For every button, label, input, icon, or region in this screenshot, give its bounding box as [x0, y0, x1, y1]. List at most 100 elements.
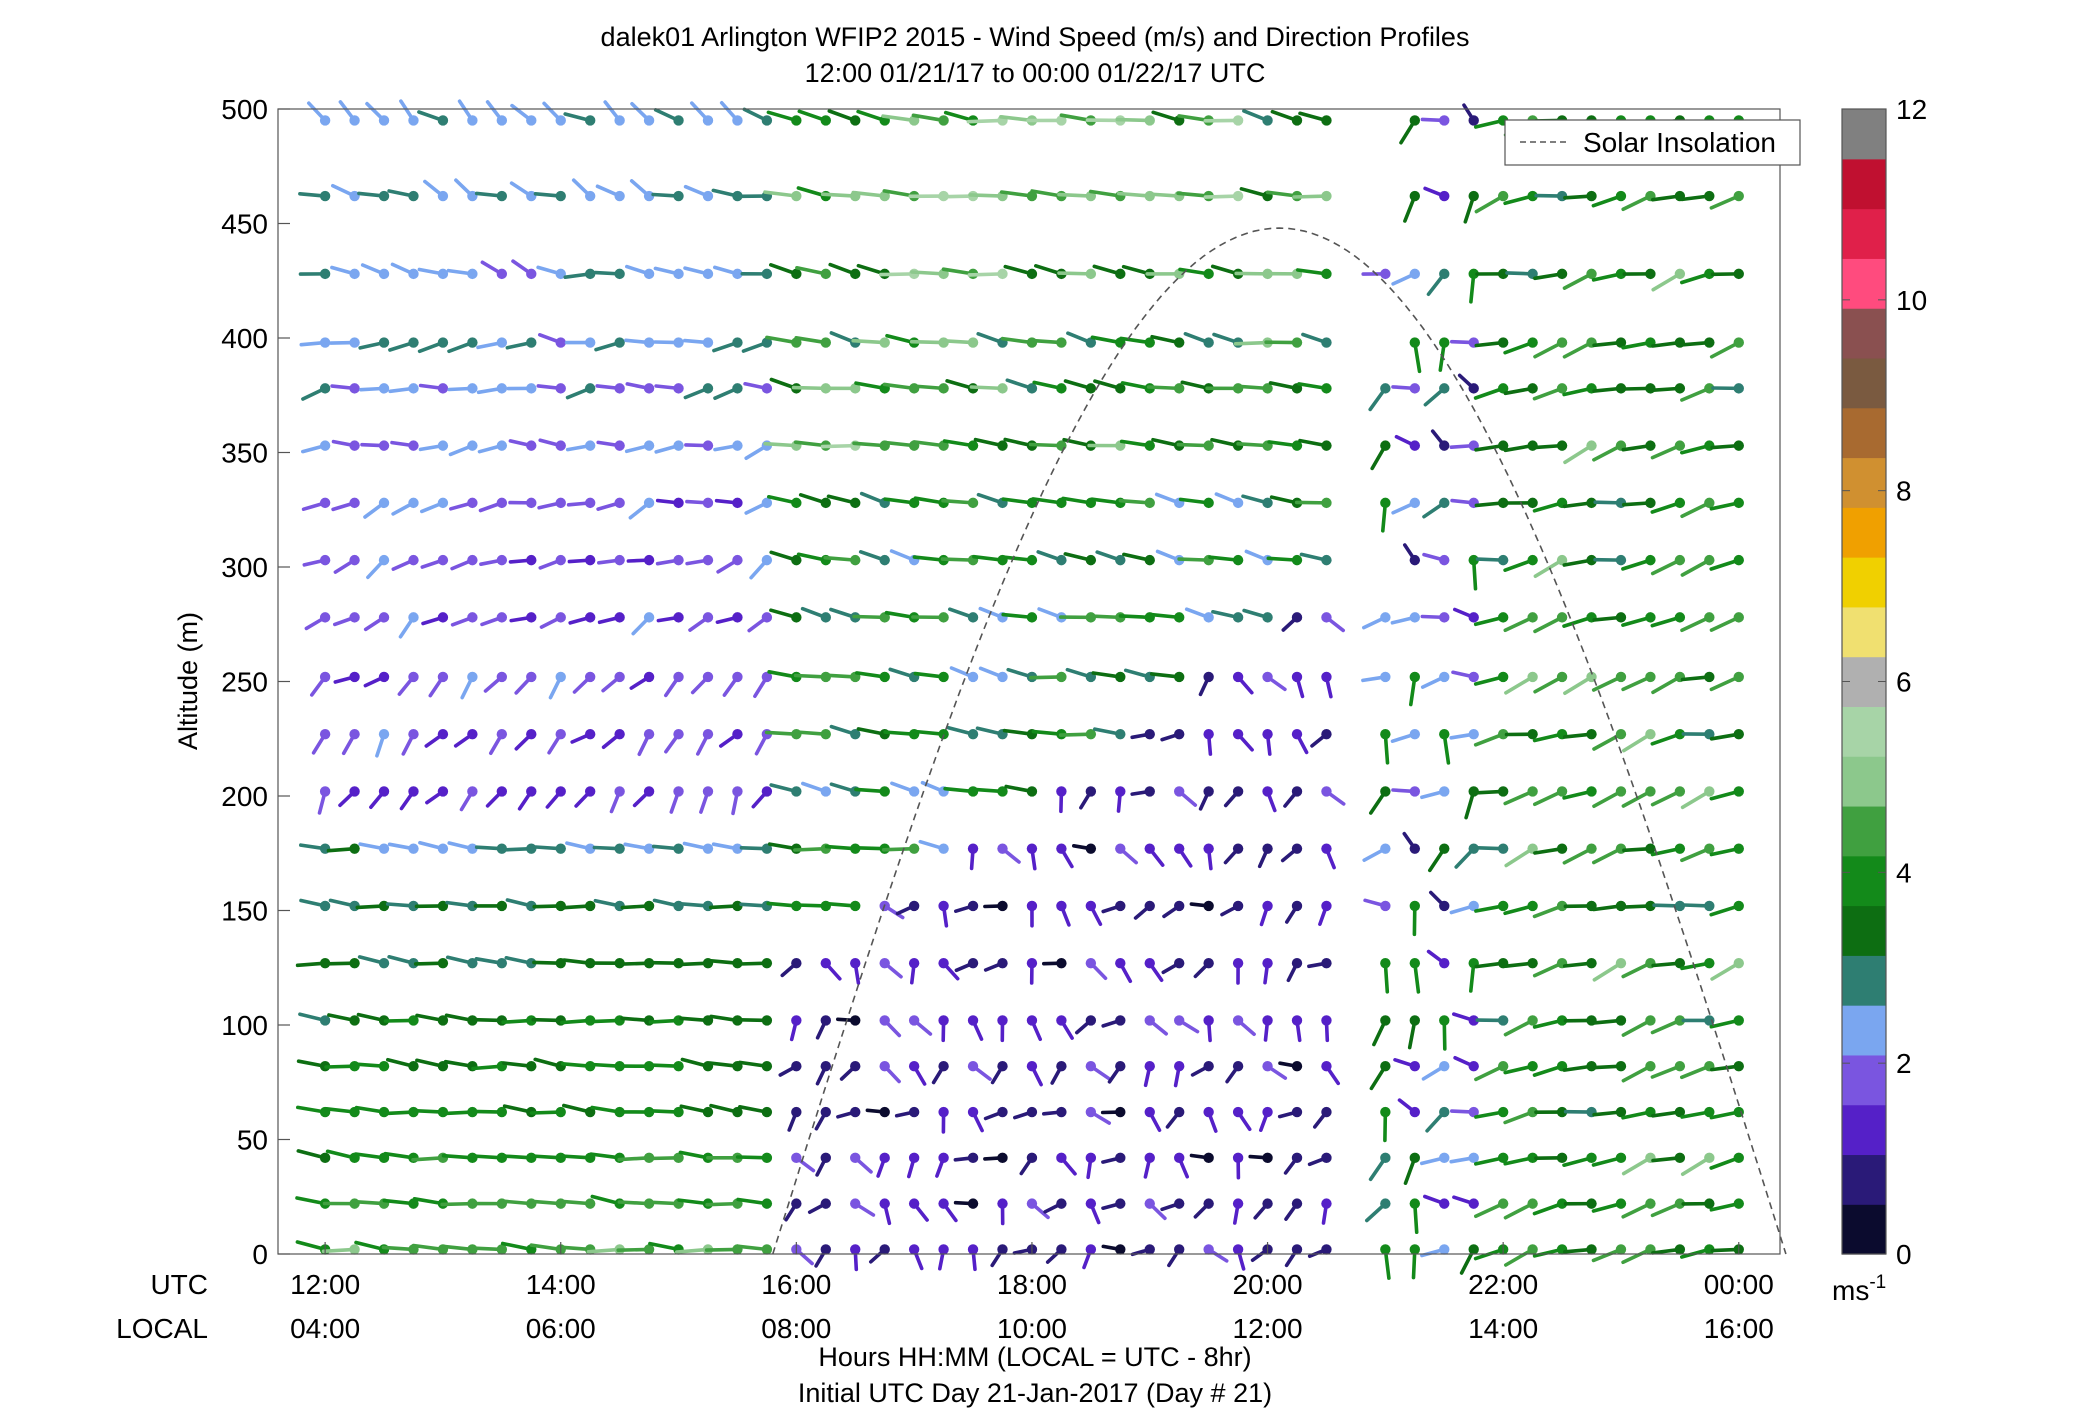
wind-barb [1475, 1015, 1509, 1026]
wind-barb-dot [1321, 1015, 1332, 1026]
wind-barb [1203, 1015, 1214, 1043]
wind-barb-dot [1144, 1106, 1155, 1118]
wind-barb [1318, 900, 1332, 927]
wind-barb [794, 335, 831, 348]
wind-barb-dot [526, 497, 537, 509]
wind-barb [699, 786, 714, 814]
wind-barb-dot [1586, 1198, 1597, 1209]
wind-barb-dot [1733, 1198, 1744, 1209]
wind-barb-dot [938, 1061, 949, 1072]
wind-barb [1183, 331, 1214, 348]
wind-barb-dot [1380, 1244, 1391, 1255]
wind-barb-dot [1232, 1198, 1244, 1209]
wind-barb [712, 337, 743, 353]
wind-barb-dot [614, 554, 625, 566]
wind-barb-dot [1439, 268, 1450, 280]
wind-barb [938, 1198, 958, 1223]
y-tick-label: 400 [221, 323, 268, 354]
wind-barb-dot [1439, 1152, 1450, 1164]
wind-barb [417, 110, 449, 126]
wind-barb [1225, 1061, 1244, 1084]
wind-barb [1680, 786, 1715, 810]
wind-barb-dot [702, 115, 714, 126]
wind-barb [1680, 612, 1715, 633]
wind-barb [1710, 1061, 1744, 1072]
wind-barb-dot [1144, 115, 1155, 126]
wind-barb-dot [1232, 957, 1244, 969]
wind-barb [997, 1015, 1008, 1043]
wind-barb [1422, 497, 1450, 519]
wind-barb [1012, 1106, 1038, 1120]
wind-barb-dot [1674, 268, 1686, 280]
wind-barb [1651, 190, 1686, 202]
wind-barb-dot [349, 115, 360, 126]
wind-barb-dot [349, 383, 360, 394]
wind-barb-dot [643, 383, 655, 394]
y-tick-label: 500 [221, 94, 268, 125]
wind-barb [1262, 1061, 1288, 1080]
wind-barb [1475, 554, 1509, 566]
wind-barb [1174, 1015, 1200, 1034]
wind-barb [321, 1244, 360, 1255]
wind-barb [737, 957, 773, 969]
wind-barb [1363, 898, 1391, 912]
wind-barb [913, 728, 949, 740]
wind-barb-dot [1380, 957, 1391, 969]
wind-barb-dot [1645, 671, 1656, 683]
wind-barb-dot [643, 337, 655, 348]
wind-barb-dot [643, 115, 655, 126]
wind-barb [561, 1103, 596, 1118]
wind-barb [298, 843, 331, 854]
wind-barb [1144, 957, 1164, 983]
wind-barb [716, 554, 743, 574]
wind-barb [548, 671, 566, 700]
wind-barb [1214, 492, 1244, 509]
wind-barb [596, 440, 625, 451]
wind-barb [1449, 728, 1479, 740]
wind-barb-dot [1556, 440, 1568, 451]
wind-barb-dot [732, 554, 743, 566]
wind-barb [388, 383, 419, 394]
wind-barb-dot [879, 1106, 890, 1118]
wind-barb-dot [526, 843, 537, 854]
wind-barb-dot [496, 497, 508, 509]
wind-barb-dot [1203, 1106, 1214, 1118]
wind-barb [1144, 843, 1165, 867]
wind-barb-dot [850, 497, 861, 509]
wind-barb-dot [349, 786, 360, 797]
wind-barb [685, 554, 714, 566]
wind-barb-dot [1174, 1152, 1185, 1164]
wind-barb-dot [1409, 190, 1421, 202]
wind-barb [709, 1103, 743, 1118]
wind-barb-dot [1645, 900, 1656, 912]
x-tick-label-utc: 12:00 [290, 1269, 360, 1300]
wind-barb-dot [1704, 554, 1715, 566]
wind-barb [1189, 1152, 1214, 1164]
wind-barb-dot [908, 1152, 920, 1164]
wind-barb [1709, 554, 1744, 571]
wind-barb-dot [938, 1198, 949, 1209]
wind-barb [399, 786, 419, 811]
wind-barb [1504, 497, 1538, 509]
wind-barb-dot [1291, 1198, 1303, 1209]
wind-barb-dot [1527, 786, 1538, 797]
wind-barb [1592, 786, 1627, 809]
wind-barb-dot [408, 843, 419, 854]
wind-barb [1409, 671, 1421, 707]
wind-barb-dot [1556, 1015, 1568, 1026]
wind-barb-dot [467, 383, 478, 394]
wind-barb-dot [879, 1061, 890, 1072]
wind-barb-dot [1380, 900, 1391, 912]
wind-barb [939, 337, 979, 348]
wind-barb [1407, 1015, 1421, 1050]
wind-barb [445, 900, 478, 912]
wind-barb-dot [349, 728, 360, 740]
wind-barb-dot [1026, 957, 1038, 969]
wind-barb-dot [997, 1106, 1008, 1118]
wind-barb [1464, 786, 1479, 820]
x-axis: 12:0004:0014:0006:0016:0008:0018:0010:00… [290, 1242, 1774, 1344]
wind-barb [385, 1057, 419, 1072]
wind-barb [1709, 190, 1744, 210]
wind-barb-dot [1733, 1061, 1744, 1072]
wind-barb-dot [408, 728, 419, 740]
